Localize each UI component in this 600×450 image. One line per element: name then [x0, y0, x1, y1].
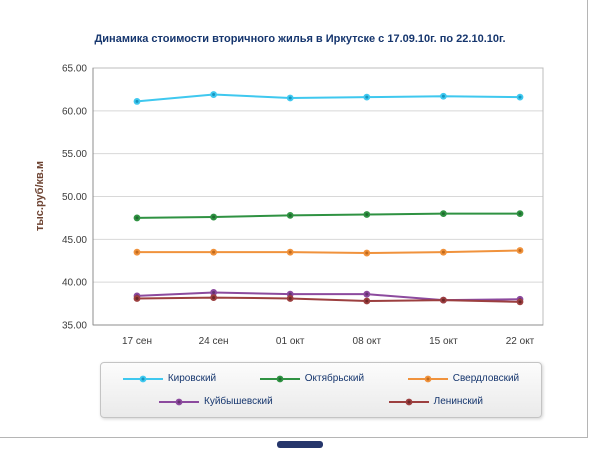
- series-line-0: [136, 93, 521, 103]
- series-0-marker-center: [288, 96, 292, 100]
- series-1-marker-center: [441, 212, 445, 216]
- series-0-marker-center: [135, 99, 139, 103]
- series-3-marker-center: [365, 292, 369, 296]
- y-tick-label: 40.00: [62, 278, 87, 289]
- series-line-2: [136, 249, 521, 255]
- y-tick-label: 50.00: [62, 192, 87, 203]
- legend-item: Октябрьский: [259, 373, 365, 385]
- series-line-1: [136, 212, 521, 219]
- series-2-marker-center: [441, 250, 445, 254]
- series-2-marker-center: [365, 251, 369, 255]
- x-tick-label: 17 сен: [122, 336, 152, 347]
- series-0-marker-center: [212, 93, 216, 97]
- series-2-marker-center: [518, 248, 522, 252]
- series-0-marker-center: [518, 95, 522, 99]
- x-tick-label: 24 сен: [199, 336, 229, 347]
- legend-item: Свердловский: [407, 373, 520, 385]
- series-2-marker-center: [212, 250, 216, 254]
- series-1-marker-center: [365, 212, 369, 216]
- series-4-marker-center: [135, 296, 139, 300]
- legend-swatch-icon: [159, 398, 199, 405]
- series-4-marker-center: [212, 296, 216, 300]
- legend-row: Кировский Октябрьский Свердловский: [101, 367, 541, 390]
- chart-title: Динамика стоимости вторичного жилья в Ир…: [94, 33, 506, 45]
- legend-swatch-icon: [388, 398, 429, 405]
- series-1-marker-center: [135, 216, 139, 220]
- y-tick-label: 60.00: [62, 106, 87, 117]
- legend-item: Кировский: [122, 373, 217, 385]
- legend-item: Куйбышевский: [159, 396, 273, 408]
- legend-swatch-icon: [122, 375, 163, 382]
- page-edge-bottom: [0, 437, 588, 438]
- y-tick-label: 65.00: [62, 64, 87, 75]
- series-4-marker-center: [441, 298, 445, 302]
- scrollbar-thumb[interactable]: [277, 441, 323, 448]
- series-4-marker-center: [365, 299, 369, 303]
- series-3-marker-center: [212, 290, 216, 294]
- series-4-marker-center: [288, 296, 292, 300]
- series-2-marker-center: [135, 250, 139, 254]
- y-tick-label: 35.00: [62, 321, 87, 332]
- legend-item-label: Куйбышевский: [204, 396, 273, 407]
- legend-swatch-icon: [259, 375, 300, 382]
- plot-canvas: 65.00 60.00 55.00 50.00 45.00 40.00 35.00 17 се…: [62, 64, 544, 347]
- legend-item: Ленинский: [388, 396, 483, 408]
- series-1-marker-center: [288, 213, 292, 217]
- legend-item-label: Октябрьский: [304, 373, 365, 384]
- page-edge-right: [587, 0, 588, 438]
- legend-item-label: Свердловский: [452, 373, 520, 384]
- series-0-marker-center: [365, 95, 369, 99]
- x-tick-label: 08 окт: [353, 336, 382, 347]
- series-0-marker-center: [441, 94, 445, 98]
- series-1-marker-center: [518, 212, 522, 216]
- series-4-marker-center: [518, 300, 522, 304]
- legend-item-label: Ленинский: [433, 396, 483, 407]
- series-2-marker-center: [288, 250, 292, 254]
- series-line-4: [136, 296, 521, 303]
- legend-item-label: Кировский: [167, 373, 217, 384]
- legend-box: Кировский Октябрьский Свердловский Куйбышев…: [100, 362, 542, 418]
- series-3-marker-center: [288, 292, 292, 296]
- x-tick-label: 01 окт: [276, 336, 305, 347]
- series-1-marker-center: [212, 215, 216, 219]
- x-tick-label: 22 окт: [506, 336, 535, 347]
- x-tick-label: 15 окт: [429, 336, 458, 347]
- y-tick-label: 45.00: [62, 235, 87, 246]
- legend-row: Куйбышевский Ленинский: [101, 390, 541, 413]
- y-tick-label: 55.00: [62, 149, 87, 160]
- legend-swatch-icon: [407, 375, 448, 382]
